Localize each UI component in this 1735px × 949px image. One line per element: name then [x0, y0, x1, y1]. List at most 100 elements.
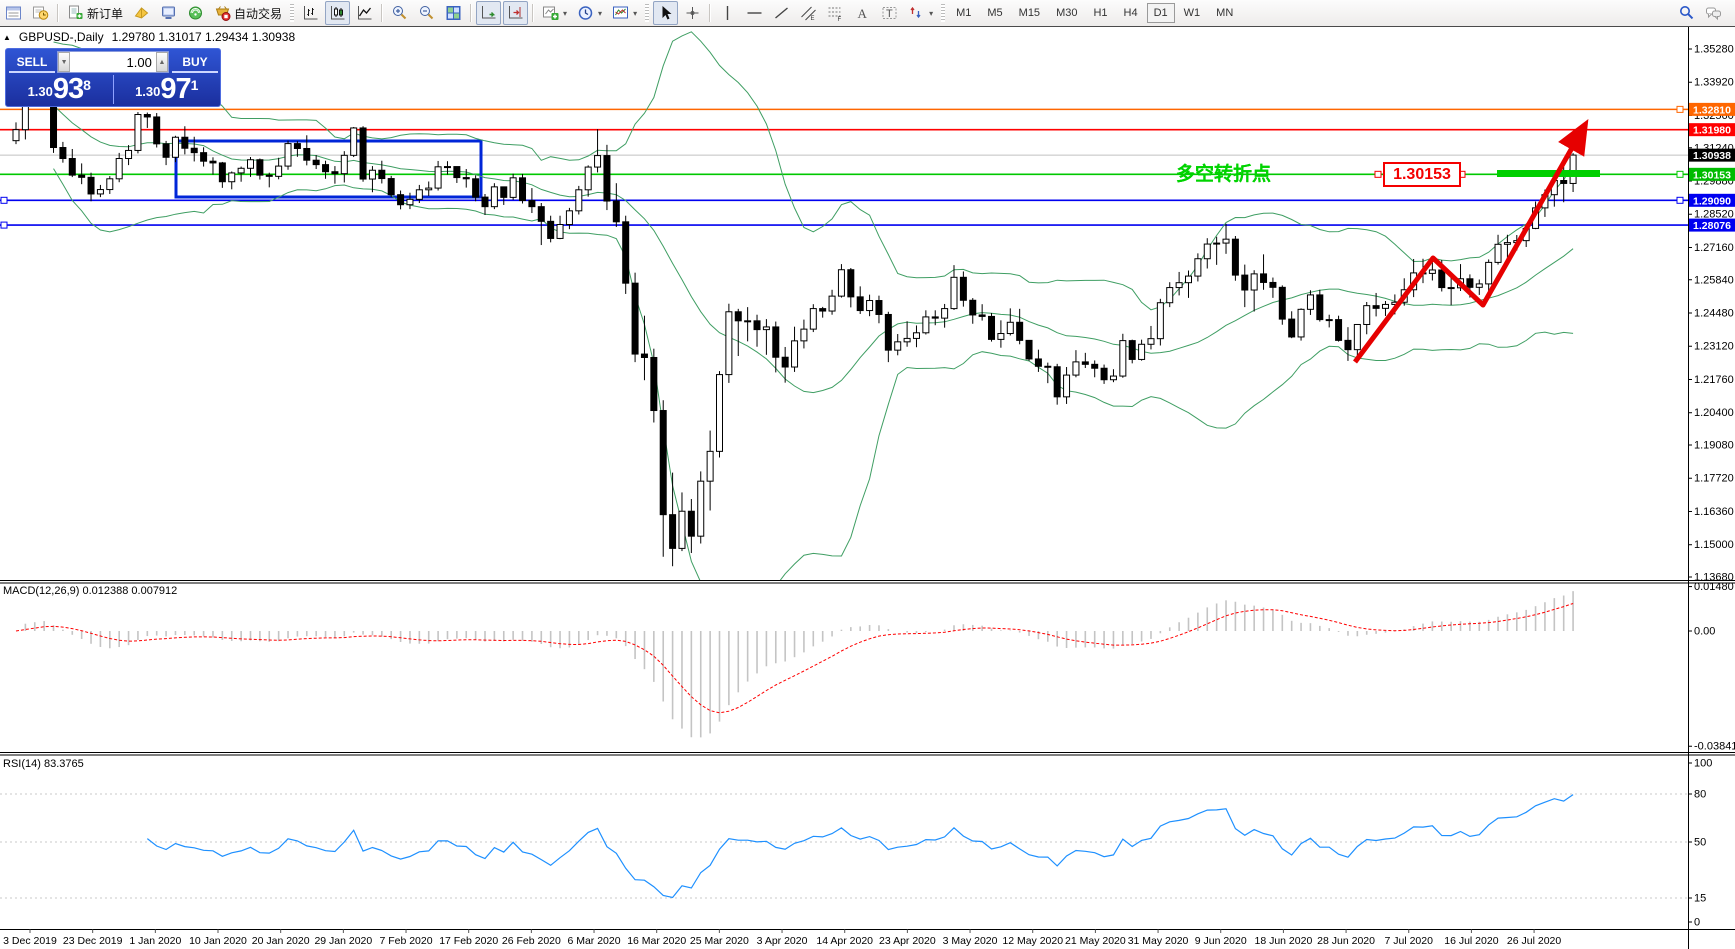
- price-axis: 1.352801.339201.325601.312401.298801.285…: [1688, 44, 1735, 929]
- price-tick-label: 1.16360: [1694, 506, 1734, 518]
- price-badge-text: 1.29090: [1693, 195, 1731, 207]
- chart-title-bar: ▲ GBPUSD-,Daily 1.29780 1.31017 1.29434 …: [3, 30, 295, 44]
- chart-expand-icon[interactable]: ▲: [3, 32, 11, 42]
- auto-scroll-button[interactable]: [476, 1, 502, 25]
- market-watch-button[interactable]: [1, 1, 26, 25]
- svg-text:A: A: [858, 6, 868, 21]
- highlight-rectangle[interactable]: [174, 139, 483, 199]
- price-badge-1.29090: [1689, 193, 1735, 207]
- chart-shift-button[interactable]: [503, 1, 529, 25]
- signals-button[interactable]: [183, 1, 208, 25]
- volume-increase-button[interactable]: ▲: [155, 52, 168, 72]
- chart-shift-icon: [507, 5, 524, 21]
- equidistant-channel-button[interactable]: E: [796, 1, 821, 25]
- rsi-label: RSI(14) 83.3765: [3, 758, 84, 770]
- cursor-button[interactable]: [653, 1, 679, 25]
- price-tick-label: 1.33920: [1694, 77, 1734, 89]
- line-handle[interactable]: [0, 196, 8, 204]
- fibonacci-button[interactable]: F: [823, 1, 848, 25]
- terminal-button[interactable]: [156, 1, 181, 25]
- metaeditor-button[interactable]: [129, 1, 154, 25]
- bar-chart-button[interactable]: [298, 1, 323, 25]
- periods-button[interactable]: ▾: [573, 1, 606, 25]
- timeframe-button-H1[interactable]: H1: [1093, 7, 1108, 19]
- projection-zigzag-arrow[interactable]: [1353, 118, 1589, 364]
- history-center-button[interactable]: [28, 1, 53, 25]
- timeframe-button-M15[interactable]: M15: [1018, 7, 1041, 19]
- templates-button[interactable]: ▾: [608, 1, 641, 25]
- horizontal-line-button[interactable]: [742, 1, 767, 25]
- candles-layer: [12, 52, 1577, 567]
- price-badge-1.32810: [1689, 102, 1735, 116]
- rsi-tick-label: 50: [1694, 837, 1706, 849]
- date-label: 23 Apr 2020: [879, 935, 936, 947]
- volume-input[interactable]: [70, 52, 156, 72]
- sell-price-display[interactable]: 1.30 93 8: [6, 75, 114, 104]
- date-label: 3 May 2020: [943, 935, 998, 947]
- tag-handle[interactable]: [1374, 170, 1382, 178]
- date-axis[interactable]: 3 Dec 2019 23 Dec 2019 1 Jan 2020 10 Jan 20…: [3, 929, 1561, 948]
- crosshair-button[interactable]: [680, 1, 705, 25]
- periods-icon: [577, 5, 594, 21]
- timeframe-button-D1[interactable]: D1: [1146, 3, 1175, 23]
- pivot-price-tag[interactable]: 1.30153: [1383, 162, 1461, 187]
- tile-windows-button[interactable]: [441, 1, 466, 25]
- line-handle[interactable]: [1676, 170, 1684, 178]
- bar-chart-icon: [302, 5, 319, 21]
- text-label-icon: T: [881, 5, 898, 21]
- line-handle[interactable]: [0, 221, 8, 229]
- sell-button[interactable]: SELL: [9, 52, 55, 73]
- line-chart-button[interactable]: [352, 1, 377, 25]
- templates-dropdown-caret: ▾: [633, 8, 638, 18]
- price-badge-text: 1.28076: [1693, 220, 1731, 232]
- vertical-line-button[interactable]: [715, 1, 740, 25]
- arrows-dropdown-caret: ▾: [929, 8, 934, 18]
- date-label: 7 Jul 2020: [1385, 935, 1434, 947]
- chat-icon: [1705, 5, 1722, 21]
- macd-tick-label: 0.014807: [1694, 581, 1735, 593]
- timeframe-button-M30[interactable]: M30: [1056, 7, 1078, 19]
- symbol-period-label: GBPUSD-,Daily: [18, 30, 104, 44]
- volume-decrease-button[interactable]: ▼: [58, 52, 71, 72]
- pivot-annotation-text[interactable]: 多空转折点: [1176, 164, 1272, 185]
- price-tick-label: 1.23120: [1694, 341, 1734, 353]
- date-label: 14 Apr 2020: [816, 935, 873, 947]
- line-chart-icon: [356, 5, 373, 21]
- date-label: 3 Dec 2019: [3, 935, 57, 947]
- arrows-icon: [908, 5, 925, 21]
- chat-button[interactable]: [1701, 1, 1726, 25]
- svg-text:T: T: [886, 8, 893, 20]
- timeframe-button-M1[interactable]: M1: [956, 7, 972, 19]
- buy-price-display[interactable]: 1.30 97 1: [135, 73, 199, 105]
- buy-button[interactable]: BUY: [172, 52, 218, 73]
- search-button[interactable]: [1674, 1, 1699, 25]
- text-button[interactable]: A: [850, 1, 875, 25]
- timeframe-button-H4[interactable]: H4: [1123, 7, 1138, 19]
- zoom-in-button[interactable]: [387, 1, 412, 25]
- price-badge-1.30153: [1689, 167, 1735, 181]
- timeframe-button-M5[interactable]: M5: [987, 7, 1003, 19]
- indicators-button[interactable]: ▾: [538, 1, 571, 25]
- price-tick-label: 1.17720: [1694, 473, 1734, 485]
- timeframe-button-W1[interactable]: W1: [1183, 7, 1201, 19]
- zoom-out-button[interactable]: [414, 1, 439, 25]
- date-label: 7 Feb 2020: [379, 935, 432, 947]
- new-order-button[interactable]: 新订单: [63, 1, 127, 25]
- date-label: 29 Jan 2020: [314, 935, 372, 947]
- rsi-tick-label: 100: [1694, 758, 1712, 770]
- ohlc-values: 1.29780 1.31017 1.29434 1.30938: [111, 30, 296, 44]
- arrows-button[interactable]: ▾: [904, 1, 937, 25]
- trendline-button[interactable]: [769, 1, 794, 25]
- text-label-button[interactable]: T: [877, 1, 902, 25]
- date-label: 20 Jan 2020: [252, 935, 310, 947]
- timeframe-button-MN[interactable]: MN: [1216, 7, 1234, 19]
- autotrading-button[interactable]: 自动交易: [210, 1, 286, 25]
- line-handle[interactable]: [1676, 105, 1684, 113]
- new-order-icon: [67, 5, 84, 21]
- pivot-zone-bar[interactable]: [1497, 170, 1600, 177]
- bollinger-lower-band: [53, 168, 1574, 580]
- candlestick-chart-button[interactable]: [325, 1, 351, 25]
- price-badge-1.28076: [1689, 218, 1735, 232]
- line-handle[interactable]: [1676, 196, 1684, 204]
